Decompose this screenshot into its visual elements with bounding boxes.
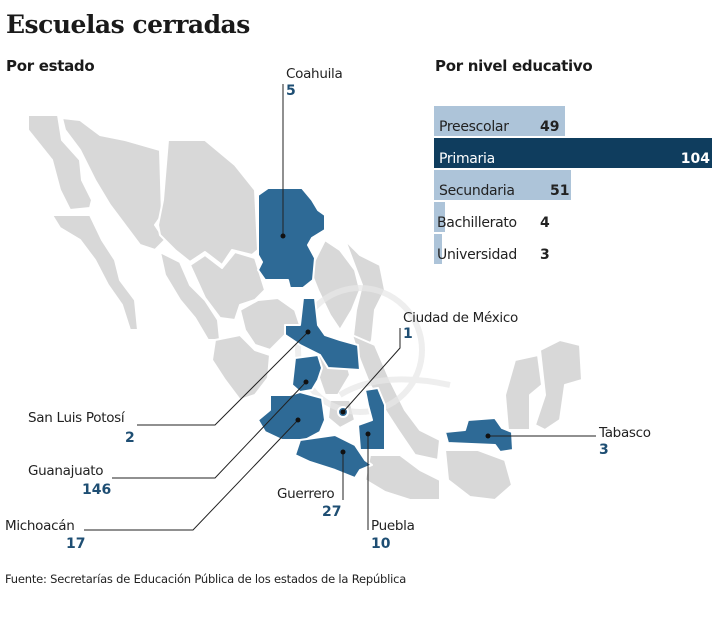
state-label: Guerrero [277,486,335,502]
state-label: Puebla [371,518,415,534]
bar-value: 51 [550,183,570,199]
level-bar-chart: Preescolar 49 Primaria 104 Secundaria 51… [434,105,714,265]
bar-label: Secundaria [439,183,515,199]
state-puebla [357,387,386,451]
bar-label: Universidad [437,247,517,263]
state-michoacan [257,391,326,441]
state-value: 2 [125,430,135,446]
bar [434,106,565,136]
bar [434,234,442,264]
state-value: 27 [322,504,342,520]
bar-row-secundaria: Secundaria 51 [434,169,714,201]
map-subtitle: Por estado [6,57,95,75]
state-value: 17 [66,536,86,552]
bar-value: 49 [540,119,560,135]
state-dots [280,233,491,455]
state-coahuila [257,187,326,289]
state-guanajuato [291,354,323,393]
state-label: Michoacán [5,518,75,534]
state-value: 1 [403,326,413,342]
bar-row-universidad: Universidad 3 [434,233,714,265]
state-label: Coahuila [286,66,343,82]
source-note: Fuente: Secretarías de Educación Pública… [5,572,407,586]
highlighted-states [257,187,514,479]
state-value: 5 [286,83,296,99]
bar-value: 3 [540,247,550,263]
state-label: Ciudad de México [403,310,518,326]
bar-value: 104 [680,151,710,167]
bar [434,202,445,232]
state-tabasco [444,417,514,453]
bar-label: Preescolar [439,119,509,135]
bar-row-primaria: Primaria 104 [434,137,714,169]
state-guerrero [294,434,373,479]
bar [434,170,571,200]
bar-row-preescolar: Preescolar 49 [434,105,714,137]
state-value: 3 [599,442,609,458]
leader-lines [84,84,596,531]
bar [434,138,712,168]
bar-label: Primaria [439,151,495,167]
state-value: 146 [82,482,112,498]
watermark-logo [295,285,451,415]
state-slp [284,297,361,371]
chart-title: Escuelas cerradas [6,10,250,39]
state-value: 10 [371,536,391,552]
state-label: Guanajuato [28,463,104,479]
bar-label: Bachillerato [437,215,517,231]
bars-subtitle: Por nivel educativo [435,57,593,75]
bar-row-bachillerato: Bachillerato 4 [434,201,714,233]
state-label: Tabasco [599,425,651,441]
state-label: San Luis Potosí [28,410,125,426]
bar-value: 4 [540,215,550,231]
